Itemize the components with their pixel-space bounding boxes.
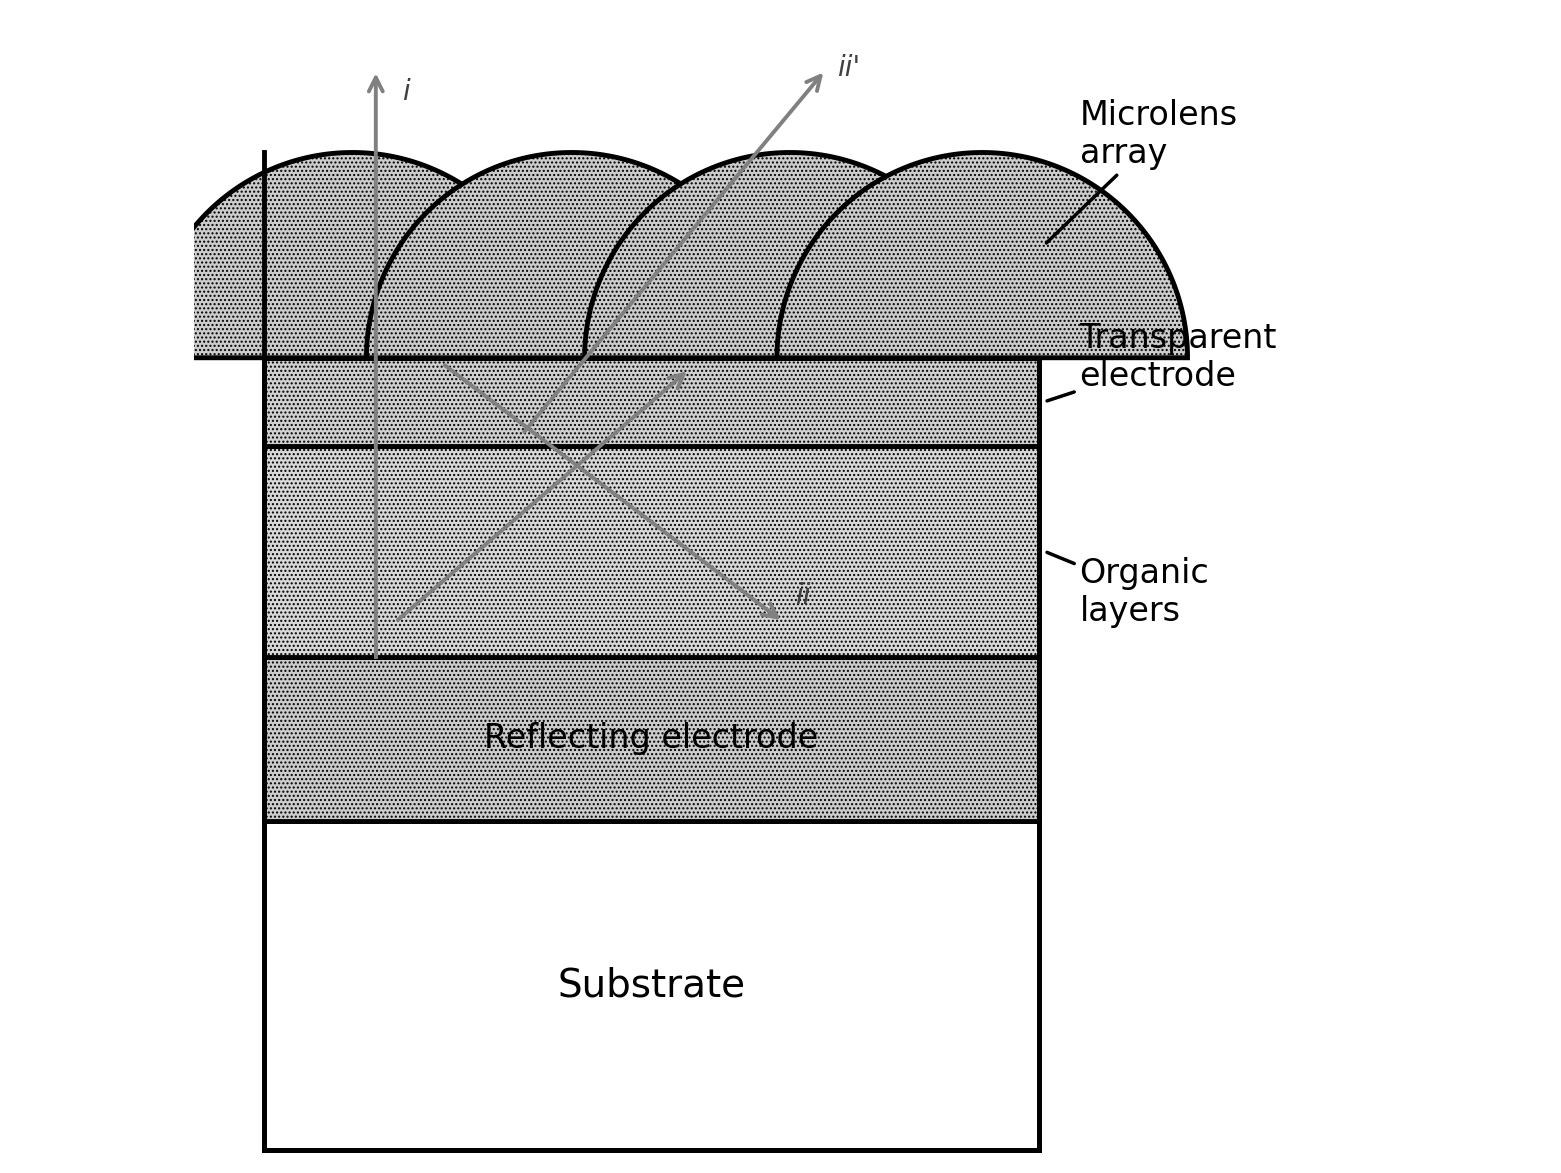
Text: Reflecting electrode: Reflecting electrode xyxy=(484,723,818,755)
Bar xyxy=(264,657,1038,821)
Text: ii': ii' xyxy=(837,54,860,82)
Text: Transparent
electrode: Transparent electrode xyxy=(1047,323,1277,401)
Bar xyxy=(264,446,1038,657)
Text: Microlens
array: Microlens array xyxy=(1046,100,1238,243)
Polygon shape xyxy=(585,152,996,358)
Text: i: i xyxy=(401,77,409,106)
Bar xyxy=(264,821,1038,1150)
Text: Organic
layers: Organic layers xyxy=(1047,552,1210,628)
Polygon shape xyxy=(777,152,1188,358)
Polygon shape xyxy=(147,152,557,358)
Bar xyxy=(264,297,1038,358)
Text: ii: ii xyxy=(795,582,810,610)
Bar xyxy=(264,358,1038,446)
Polygon shape xyxy=(367,152,777,358)
Text: Substrate: Substrate xyxy=(557,967,746,1004)
